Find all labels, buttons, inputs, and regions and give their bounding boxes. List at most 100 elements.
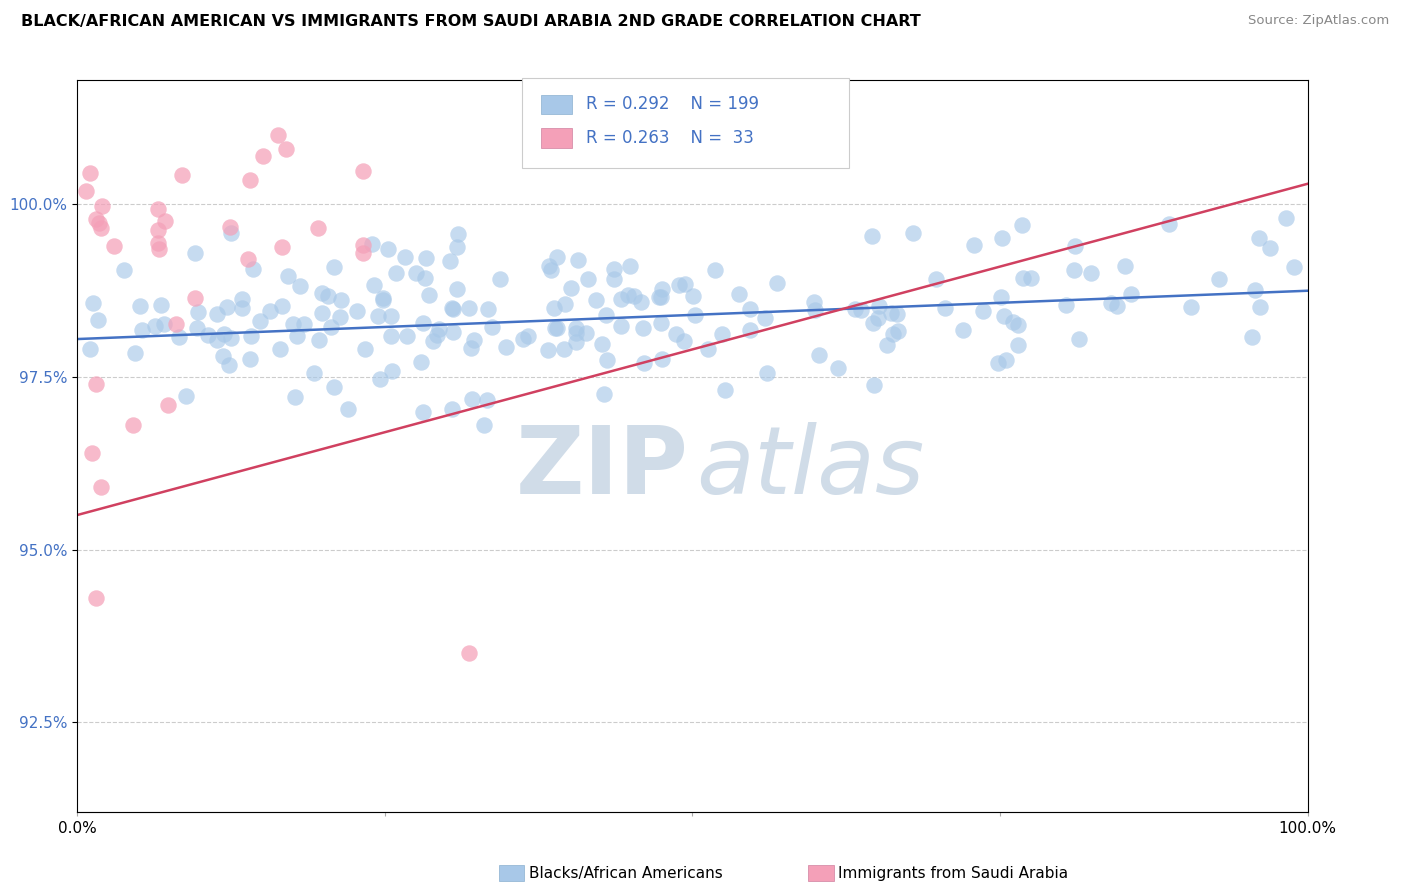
Point: [82, 295, 104, 310]
Point: [537, 259, 560, 273]
Point: [84, 376, 107, 391]
Point: [1021, 270, 1043, 285]
Point: [411, 355, 433, 369]
Point: [380, 364, 402, 378]
Point: [849, 303, 872, 318]
Point: [934, 301, 956, 315]
Point: [239, 173, 262, 187]
Point: [987, 356, 1010, 370]
Point: [565, 334, 588, 349]
Point: [668, 278, 690, 293]
Point: [886, 307, 908, 321]
Point: [84, 591, 107, 605]
Point: [1241, 329, 1264, 343]
Point: [755, 366, 778, 380]
Point: [901, 226, 924, 240]
Point: [302, 366, 325, 380]
Point: [426, 327, 449, 342]
Point: [754, 311, 776, 326]
Point: [862, 316, 884, 330]
Point: [373, 291, 395, 305]
Point: [617, 288, 640, 302]
Point: [323, 379, 346, 393]
Point: [619, 259, 641, 273]
Point: [585, 293, 607, 308]
Point: [427, 322, 450, 336]
Point: [197, 328, 219, 343]
Point: [591, 337, 613, 351]
Point: [170, 168, 193, 182]
Point: [1114, 260, 1136, 274]
Text: Blacks/African Americans: Blacks/African Americans: [529, 866, 723, 880]
Point: [269, 342, 291, 356]
Point: [441, 302, 464, 317]
Point: [363, 277, 385, 292]
Point: [75, 184, 97, 198]
Point: [740, 323, 762, 337]
Point: [650, 290, 672, 304]
Point: [540, 263, 562, 277]
Point: [218, 358, 240, 372]
Point: [441, 401, 464, 416]
Point: [274, 142, 297, 156]
Point: [186, 321, 208, 335]
Point: [270, 240, 292, 254]
Point: [517, 328, 540, 343]
Point: [651, 282, 673, 296]
Point: [995, 352, 1018, 367]
Point: [1260, 241, 1282, 255]
Point: [1011, 218, 1033, 232]
Point: [184, 246, 207, 260]
Point: [650, 316, 672, 330]
Point: [1012, 270, 1035, 285]
Point: [205, 334, 228, 348]
Point: [481, 319, 503, 334]
Point: [633, 356, 655, 370]
Point: [415, 251, 437, 265]
Point: [512, 332, 534, 346]
Point: [1274, 211, 1296, 226]
Point: [593, 387, 616, 401]
Point: [1063, 263, 1085, 277]
Point: [79, 165, 101, 179]
Point: [463, 333, 485, 347]
Point: [446, 240, 468, 254]
Point: [474, 418, 496, 433]
Text: R = 0.263    N =  33: R = 0.263 N = 33: [586, 129, 754, 147]
Point: [477, 302, 499, 317]
Point: [187, 305, 209, 319]
Point: [242, 262, 264, 277]
Point: [367, 309, 389, 323]
Point: [623, 289, 645, 303]
Point: [963, 238, 986, 252]
Point: [284, 390, 307, 404]
Point: [879, 306, 901, 320]
Point: [131, 323, 153, 337]
Point: [1244, 283, 1267, 297]
Point: [827, 360, 849, 375]
Point: [86, 212, 108, 227]
Point: [283, 317, 305, 331]
Point: [595, 308, 617, 322]
Point: [292, 317, 315, 331]
Point: [311, 306, 333, 320]
Point: [952, 323, 974, 337]
Point: [461, 392, 484, 406]
Point: [882, 327, 904, 342]
Point: [285, 328, 308, 343]
Point: [844, 301, 866, 316]
Point: [1208, 272, 1230, 286]
Point: [876, 337, 898, 351]
Point: [174, 389, 197, 403]
Point: [651, 351, 673, 366]
Point: [307, 221, 329, 235]
Point: [112, 263, 135, 277]
Point: [214, 326, 236, 341]
Point: [385, 266, 408, 280]
Point: [124, 346, 146, 360]
Point: [610, 293, 633, 307]
Point: [565, 320, 588, 334]
Point: [1107, 299, 1129, 313]
Point: [457, 301, 479, 315]
Point: [394, 251, 416, 265]
